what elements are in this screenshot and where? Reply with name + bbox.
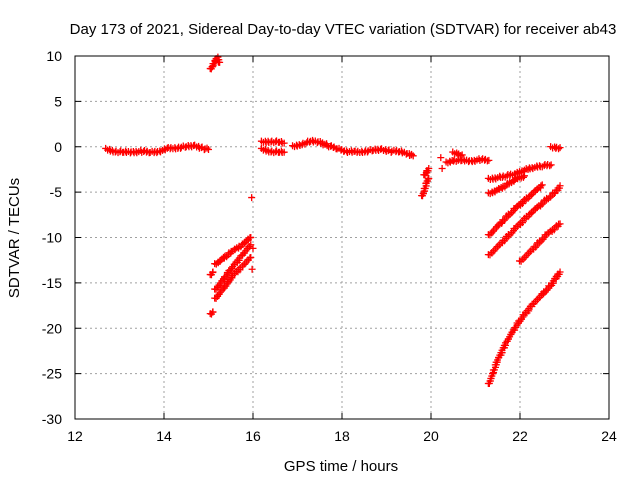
series-18 <box>442 155 493 167</box>
data-point <box>438 165 446 173</box>
y-tick-label: -25 <box>42 366 62 382</box>
y-tick-label: -20 <box>42 320 62 336</box>
series-3 <box>206 308 217 318</box>
data-point <box>247 234 255 241</box>
series-17 <box>438 165 446 173</box>
data-point <box>556 182 564 190</box>
series-4 <box>206 268 217 279</box>
series-8 <box>248 194 256 202</box>
x-tick-label: 22 <box>512 428 528 444</box>
data-point <box>425 165 433 173</box>
series-11 <box>257 137 288 147</box>
data-point <box>485 156 493 164</box>
gridlines <box>75 56 609 419</box>
data-point <box>249 244 257 252</box>
series-21 <box>484 172 528 198</box>
x-tick-label: 24 <box>601 428 617 444</box>
data-point <box>519 173 527 181</box>
data-point <box>556 268 564 276</box>
data-point <box>537 182 545 190</box>
y-tick-label: 0 <box>54 139 62 155</box>
data-point <box>247 253 255 261</box>
series-10 <box>248 265 256 273</box>
series-22 <box>484 181 546 239</box>
series-2 <box>206 53 224 73</box>
series-24 <box>516 220 564 265</box>
series-12 <box>257 144 288 157</box>
data-point <box>280 139 288 147</box>
series-9 <box>249 244 257 252</box>
chart-title: Day 173 of 2021, Sidereal Day-to-day VTE… <box>70 21 617 38</box>
data-point <box>409 152 417 160</box>
series-23 <box>484 182 564 259</box>
data-point <box>248 265 256 273</box>
x-tick-label: 20 <box>423 428 439 444</box>
y-tick-label: 5 <box>54 93 62 109</box>
data-point <box>248 194 256 202</box>
data-point <box>538 181 546 189</box>
x-axis-label: GPS time / hours <box>284 458 398 475</box>
data-point <box>556 144 564 152</box>
series-14 <box>418 175 433 200</box>
data-point <box>425 175 433 183</box>
series-7 <box>211 253 255 302</box>
x-tick-label: 14 <box>156 428 172 444</box>
y-tick-label: -10 <box>42 230 62 246</box>
data-point <box>408 150 416 158</box>
data-point <box>209 268 217 276</box>
axis-ticks: 12 14 16 18 20 22 24 10 5 0 -5 -10 -15 -20 -25 -30 <box>42 48 617 444</box>
data-point <box>209 308 217 316</box>
series-1 <box>102 141 212 157</box>
series-15 <box>420 165 433 179</box>
y-tick-label: 10 <box>46 48 62 64</box>
series-13 <box>289 136 417 160</box>
data-point <box>203 144 211 152</box>
data-point <box>280 148 288 156</box>
series-26 <box>547 143 564 153</box>
data-point <box>489 370 497 378</box>
data-point <box>457 152 465 160</box>
y-tick-label: -30 <box>42 411 62 427</box>
data-point <box>555 145 563 153</box>
y-axis-label: SDTVAR / TECUs <box>6 178 23 298</box>
series-16 <box>437 154 445 162</box>
series-19 <box>449 148 466 160</box>
data-point <box>520 172 528 180</box>
data-point <box>205 145 212 153</box>
series-25 <box>484 268 564 387</box>
data-point <box>547 161 555 169</box>
data-point <box>437 154 445 162</box>
y-tick-label: -15 <box>42 275 62 291</box>
x-tick-label: 16 <box>245 428 261 444</box>
data-points <box>102 53 564 387</box>
y-tick-label: -5 <box>50 184 63 200</box>
data-point <box>247 241 255 249</box>
x-tick-label: 12 <box>67 428 83 444</box>
data-point <box>546 162 554 170</box>
x-tick-label: 18 <box>334 428 350 444</box>
data-point <box>458 151 466 159</box>
data-point <box>216 58 224 66</box>
data-point <box>556 220 564 228</box>
series-5 <box>211 234 255 268</box>
